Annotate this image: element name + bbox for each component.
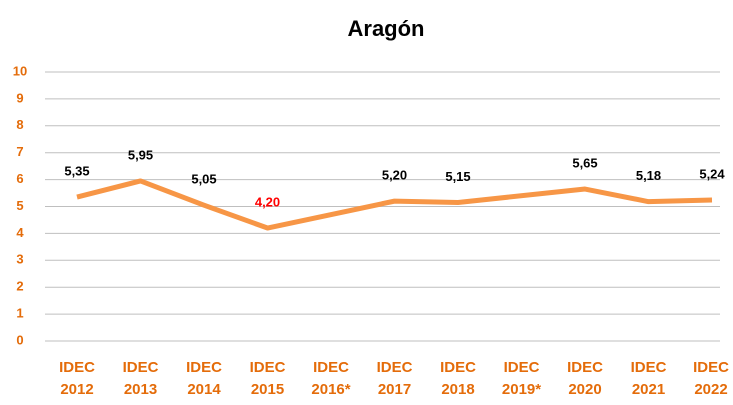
y-tick-label: 6	[16, 171, 23, 186]
y-tick-label: 5	[16, 198, 23, 213]
data-label: 5,18	[636, 168, 661, 183]
x-tick-label: IDEC 2017	[376, 359, 413, 398]
x-tick-label: IDEC 2013	[122, 359, 159, 398]
x-tick-label: IDEC 2018	[440, 359, 476, 398]
x-tick-label: IDEC 2016*	[311, 359, 351, 398]
data-label: 5,20	[382, 168, 407, 183]
x-tick-label: IDEC 2019*	[501, 359, 542, 398]
y-tick-label: 1	[16, 306, 23, 321]
x-tick-label: IDEC 2021	[630, 359, 667, 398]
x-tick-label: IDEC 2022	[693, 359, 729, 398]
x-tick-label: IDEC 2012	[59, 359, 95, 398]
data-label: 5,24	[699, 166, 725, 181]
data-label: 5,15	[445, 169, 470, 184]
y-tick-label: 2	[16, 279, 23, 294]
line	[76, 178, 713, 231]
y-tick-label: 0	[16, 332, 23, 347]
y-tick-label: 8	[16, 117, 23, 132]
y-tick-label: 10	[13, 63, 27, 78]
data-label: 5,05	[191, 172, 216, 187]
y-tick-label: 7	[16, 144, 23, 159]
data-label: 5,95	[128, 147, 153, 162]
x-tick-label: IDEC 2020	[567, 359, 603, 398]
x-tick-label: IDEC 2015	[249, 359, 286, 398]
y-tick-label: 3	[16, 252, 23, 267]
y-tick-label: 9	[16, 90, 23, 105]
data-label: 5,65	[572, 155, 597, 170]
y-tick-label: 4	[16, 225, 24, 240]
data-label: 4,20	[255, 194, 280, 209]
x-tick-label: IDEC 2014	[186, 359, 222, 398]
data-label: 5,35	[64, 164, 89, 179]
chart-title: Aragón	[348, 16, 425, 41]
